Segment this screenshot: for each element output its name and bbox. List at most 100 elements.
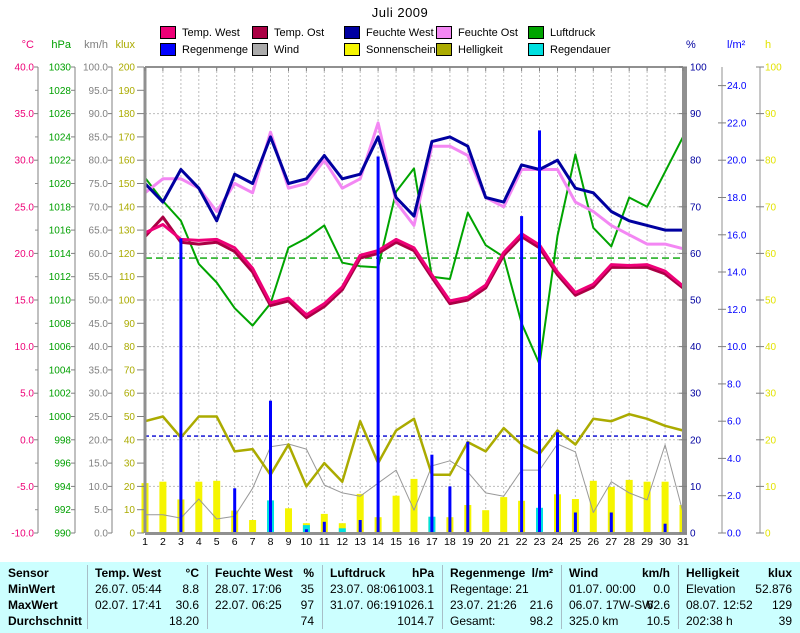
axis-tick-label-temp: 5.0 [20,389,34,400]
page-title: Juli 2009 [371,5,429,20]
legend-swatch-luftdruck [528,26,544,39]
axis-tick-label-temp: 30.0 [15,156,35,167]
series-helligkeit [144,412,684,488]
axis-tick-label-klux: 130 [118,226,135,237]
legend-label: Temp. West [182,26,240,39]
legend-swatch-regendauer [528,43,544,56]
table-col-unit: l/m² [531,566,553,580]
axis-tick-label-klux: 100 [118,296,135,307]
axis-tick-label-hpa: 1004 [49,365,72,376]
bar-regenmenge [430,454,434,533]
axis-tick-label-kmh: 85.0 [89,132,109,143]
table-cell-text: 02.07. 17:41 [95,598,162,612]
axis-tick-label-hpa: 1028 [49,86,72,97]
legend-label: Regenmenge [182,43,249,56]
axis-tick-label-hpa: 1016 [49,226,72,237]
bar-regenmenge [269,400,272,533]
x-tick-label: 18 [444,536,456,548]
table-col-header: Feuchte West [215,566,293,580]
table-cell-text: 06.07. 17W-SW [569,598,654,612]
axis-tick-label-kmh: 5.0 [94,505,108,516]
axis-tick-label-klux: 170 [118,132,135,143]
x-tick-label: 13 [354,536,366,548]
axis-tick-label-hpa: 1018 [49,202,72,213]
axis-tick-label-kmh: 25.0 [89,412,109,423]
axis-tick-label-klux: 10 [124,505,136,516]
axis-tick-label-temp: 10.0 [15,342,35,353]
series-temp_west [144,223,684,317]
table-cell-text: 22.07. 06:25 [215,598,282,612]
legend-swatch-temp-west [160,26,176,39]
legend-item-regendauer: Regendauer [528,43,611,56]
bar-regendauer [302,525,310,533]
axis-tick-label-kmh: 80.0 [89,156,109,167]
axis-tick-label-hpa: 990 [54,529,71,540]
legend-swatch-feuchte-ost [436,26,452,39]
x-tick-label: 17 [426,536,438,548]
table-column-separator [561,565,562,629]
x-tick-label: 16 [408,536,420,548]
table-cell-text: 28.07. 17:06 [215,582,282,596]
axis-tick-label-h: 70 [765,202,777,213]
axis-tick-label-kmh: 70.0 [89,202,109,213]
bar-sonnenschein [410,478,418,533]
x-tick-label: 23 [534,536,546,548]
table-cell-value: 62.6 [646,598,670,612]
axis-tick-label-lm2: 22.0 [727,118,747,129]
axis-tick-label-kmh: 60.0 [89,249,109,260]
x-tick-label: 21 [498,536,510,548]
bar-regenmenge [304,529,308,533]
x-tick-label: 25 [570,536,582,548]
legend-item-sonnenschein: Sonnenschein [344,43,436,56]
axis-tick-label-hpa: 992 [54,505,71,516]
legend-swatch-sonnenschein [344,43,360,56]
axis-tick-label-hpa: 1012 [49,272,72,283]
table-cell-text: 325.0 km [569,614,619,628]
legend-swatch-helligkeit [436,43,452,56]
table-col-unit: klux [767,566,792,580]
axis-tick-label-hpa: 996 [54,459,71,470]
axis-tick-label-temp: -5.0 [17,482,35,493]
table-cell-value: 35 [300,582,314,596]
axis-tick-label-pct: 80 [690,156,702,167]
bar-regenmenge [573,512,577,533]
series-feuchte_west [143,135,683,232]
axis-tick-label-hpa: 1006 [49,342,72,353]
axis-tick-label-kmh: 75.0 [89,179,109,190]
axis-tick-label-klux: 20 [124,482,136,493]
x-tick-label: 26 [587,536,599,548]
axis-tick-label-temp: -10.0 [11,529,34,540]
legend-label: Wind [274,43,300,56]
table-cell-value: 39 [778,614,792,628]
axis-tick-label-lm2: 18.0 [727,193,747,204]
table-cell-text: Elevation [686,582,736,596]
x-tick-label: 11 [319,536,330,548]
legend-swatch-feuchte-west [344,26,360,39]
legend-label: Sonnenschein [366,43,436,56]
axis-tick-label-pct: 20 [690,435,702,446]
axis-tick-label-lm2: 12.0 [727,305,747,316]
axis-tick-label-kmh: 95.0 [89,86,109,97]
axis-tick-label-lm2: 16.0 [727,230,747,241]
axis-tick-label-h: 60 [765,249,777,260]
table-row-label: MaxWert [8,598,58,612]
x-tick-label: 22 [516,536,528,548]
axis-unit-temp: °C [22,39,34,51]
axis-tick-label-klux: 0 [129,529,135,540]
legend-label: Helligkeit [458,43,503,56]
axis-tick-label-temp: 40.0 [15,63,35,74]
axis-tick-label-pct: 30 [690,389,702,400]
table-cell-value: 1026.1 [397,598,434,612]
table-cell-value: 0.0 [653,582,670,596]
axis-tick-label-hpa: 1020 [49,179,72,190]
axis-tick-label-klux: 90 [124,319,136,330]
table-cell-value: 1003.1 [397,582,434,596]
table-cell-value: 21.6 [529,598,553,612]
table-col-header: Luftdruck [330,566,386,580]
bar-sonnenschein [643,481,651,533]
table-cell-text: 31.07. 06:19 [330,598,397,612]
table-cell-text: Regentage: 21 [450,582,529,596]
axis-tick-label-lm2: 2.0 [727,491,741,502]
bar-regenmenge [609,512,613,533]
